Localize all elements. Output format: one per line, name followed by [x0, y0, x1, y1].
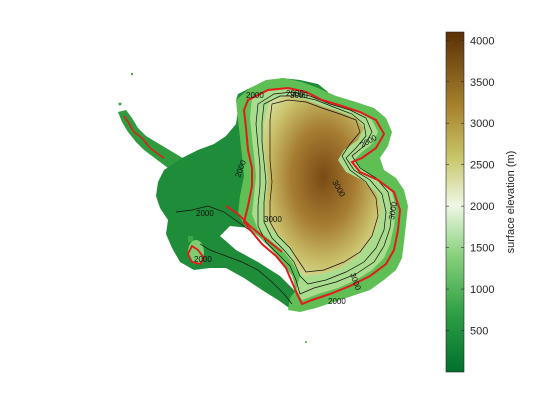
elevation-contours — [175, 91, 393, 305]
colorbar-gradient — [445, 31, 465, 373]
colorbar-ticks: 500 1000 1500 2000 2500 3000 3500 4000 — [446, 35, 494, 338]
antarctica-map: 2000 2000 2000 2000 2000 2000 2000 3000 … — [118, 72, 408, 343]
highlight-contour-ellsworth — [186, 244, 206, 266]
colorbar-label: surface elevation (m) — [505, 151, 517, 254]
contour-label: 3000 — [264, 215, 282, 224]
highlight-contour-peninsula — [123, 115, 165, 159]
contour-label: 3000 — [387, 201, 399, 221]
colorbar-tick-label: 4000 — [470, 35, 494, 47]
colorbar-tick-label: 3000 — [470, 118, 494, 130]
colorbar-tick-label: 2000 — [470, 201, 494, 213]
highlight-contour — [242, 86, 402, 306]
contour-label: 2000 — [196, 209, 214, 218]
colorbar: 500 1000 1500 2000 2500 3000 3500 4000 surface … — [445, 31, 517, 373]
contour-label: 2000 — [246, 91, 264, 100]
colorbar-tick-label: 1000 — [470, 284, 494, 296]
highlight-contour-west — [225, 205, 283, 253]
colorbar-tick-label: 1500 — [470, 243, 494, 255]
contour-label: 2000 — [194, 255, 212, 264]
antarctic-peninsula — [118, 110, 186, 168]
contour-label: 2000 — [328, 297, 346, 306]
colorbar-tick-label: 2500 — [470, 160, 494, 172]
colorbar-tick-label: 3500 — [470, 77, 494, 89]
contour-label: 2000 — [286, 89, 304, 98]
contour-label: 3000 — [290, 91, 308, 100]
colorbar-tick-label: 500 — [470, 326, 488, 338]
